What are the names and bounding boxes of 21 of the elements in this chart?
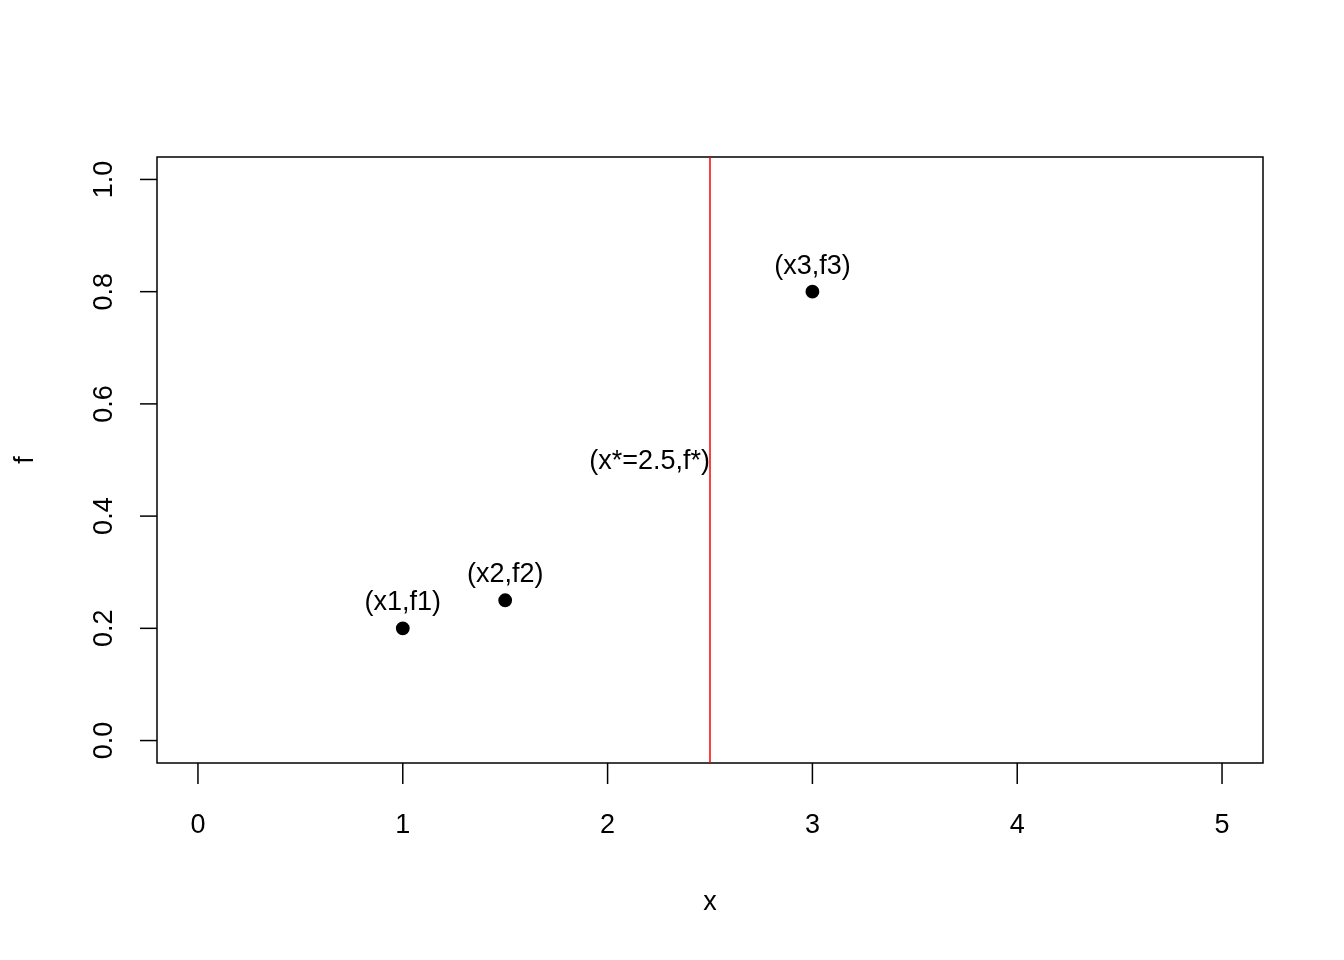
x-tick-label: 1 [395,809,411,839]
y-axis-title: f [9,455,39,464]
point [498,593,513,608]
annotation: (x1,f1) [364,586,442,617]
point [395,621,410,636]
y-tick-label: 0.4 [88,497,118,535]
annotation: (x2,f2) [466,558,544,589]
x-tick-label: 5 [1214,809,1230,839]
x-tick-label: 2 [600,809,616,839]
y-tick-label: 1.0 [88,160,118,199]
y-tick-label: 0.6 [88,385,118,423]
x-axis-title: x [703,886,718,916]
point [805,284,820,299]
y-tick-label: 0.0 [88,721,118,760]
x-tick-label: 0 [190,809,206,839]
y-tick-label: 0.8 [88,272,118,311]
annotation: (x3,f3) [774,249,851,280]
x-tick-label: 3 [804,809,820,839]
x-tick-label: 4 [1009,809,1025,839]
y-tick-label: 0.2 [88,609,118,648]
ref-line-label: (x*=2.5,f*) [589,445,710,475]
